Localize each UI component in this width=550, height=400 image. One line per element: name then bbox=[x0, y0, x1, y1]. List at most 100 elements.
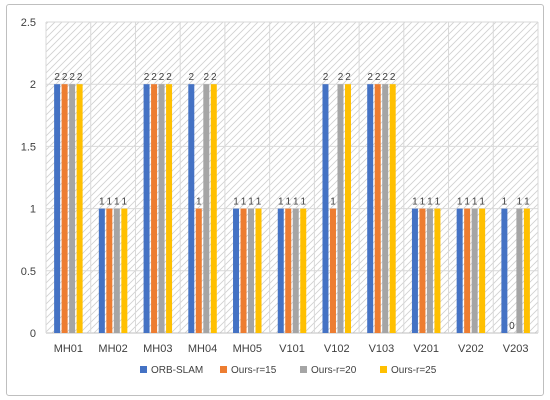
data-label: 1 bbox=[464, 197, 470, 208]
bar-ours-r-20-mh04 bbox=[203, 84, 210, 333]
data-label: 1 bbox=[412, 197, 418, 208]
data-label: 1 bbox=[99, 197, 105, 208]
bar-ours-r-20-mh02 bbox=[113, 208, 120, 333]
category-dividers bbox=[45, 22, 539, 333]
x-tick-label: MH02 bbox=[98, 343, 127, 355]
data-label: 1 bbox=[517, 197, 523, 208]
data-label: 0 bbox=[509, 321, 515, 332]
bar-ours-r-15-mh03 bbox=[151, 84, 158, 333]
data-label: 1 bbox=[502, 197, 508, 208]
data-label: 1 bbox=[122, 197, 128, 208]
y-tick-label: 2.5 bbox=[21, 17, 36, 29]
x-tick-label: V102 bbox=[324, 343, 350, 355]
y-tick-label: 0 bbox=[30, 328, 36, 340]
data-label: 1 bbox=[524, 197, 530, 208]
bar-ours-r-25-mh03 bbox=[166, 84, 173, 333]
legend-label: ORB-SLAM bbox=[151, 365, 203, 376]
bar-ours-r-20-v203 bbox=[516, 208, 523, 333]
data-label: 1 bbox=[248, 197, 254, 208]
data-label: 2 bbox=[69, 72, 75, 83]
bar-ours-r-25-v201 bbox=[434, 208, 441, 333]
plot-area bbox=[46, 22, 538, 333]
data-label: 1 bbox=[293, 197, 299, 208]
x-tick-label: MH03 bbox=[143, 343, 172, 355]
bar-ours-r-20-v102 bbox=[337, 84, 344, 333]
y-tick-label: 0.5 bbox=[21, 266, 36, 278]
x-tick-label: MH05 bbox=[233, 343, 262, 355]
data-label: 1 bbox=[285, 197, 291, 208]
bar-ours-r-25-v103 bbox=[389, 84, 396, 333]
bar-orb-slam-v201 bbox=[411, 208, 418, 333]
data-label: 2 bbox=[62, 72, 68, 83]
bar-ours-r-15-v102 bbox=[329, 208, 336, 333]
gridlines bbox=[46, 21, 538, 334]
data-label: 1 bbox=[107, 197, 113, 208]
bar-ours-r-15-v101 bbox=[285, 208, 292, 333]
bar-ours-r-20-mh03 bbox=[158, 84, 165, 333]
bar-ours-r-20-mh01 bbox=[69, 84, 76, 333]
x-tick-label: V202 bbox=[458, 343, 484, 355]
bar-orb-slam-v101 bbox=[277, 208, 284, 333]
data-label: 2 bbox=[159, 72, 165, 83]
data-label: 1 bbox=[256, 197, 262, 208]
data-label: 2 bbox=[151, 72, 157, 83]
bar-ours-r-25-mh02 bbox=[121, 208, 128, 333]
data-label: 2 bbox=[77, 72, 83, 83]
data-label: 2 bbox=[390, 72, 396, 83]
data-label: 1 bbox=[435, 197, 441, 208]
bar-ours-r-25-mh04 bbox=[210, 84, 217, 333]
data-label: 2 bbox=[189, 72, 195, 83]
data-label: 1 bbox=[196, 197, 202, 208]
legend-label: Ours-r=15 bbox=[231, 365, 277, 376]
legend: ORB-SLAM Ours-r=15 Ours-r=20 Ours-r=25 bbox=[140, 365, 437, 376]
legend-label: Ours-r=20 bbox=[311, 365, 357, 376]
data-label: 1 bbox=[472, 197, 478, 208]
bar-orb-slam-mh01 bbox=[54, 84, 61, 333]
data-label: 1 bbox=[233, 197, 239, 208]
data-label: 1 bbox=[420, 197, 426, 208]
bar-orb-slam-v103 bbox=[367, 84, 374, 333]
y-tick-label: 2 bbox=[30, 79, 36, 91]
y-tick-label: 1 bbox=[30, 204, 36, 216]
data-label: 2 bbox=[323, 72, 329, 83]
data-label: 2 bbox=[345, 72, 351, 83]
x-axis-ticks: MH01 MH02 MH03 MH04 MH05 V101 V102 V103 V201 V202… bbox=[54, 343, 529, 355]
bar-ours-r-20-v101 bbox=[292, 208, 299, 333]
data-label: 2 bbox=[375, 72, 381, 83]
data-label: 2 bbox=[54, 72, 60, 83]
bar-ours-r-20-mh05 bbox=[248, 208, 255, 333]
data-label: 1 bbox=[330, 197, 336, 208]
bar-orb-slam-v203 bbox=[501, 208, 508, 333]
data-label: 1 bbox=[241, 197, 247, 208]
legend-item: Ours-r=25 bbox=[380, 365, 437, 376]
x-tick-label: MH01 bbox=[54, 343, 83, 355]
legend-label: Ours-r=25 bbox=[391, 365, 437, 376]
x-tick-label: V101 bbox=[279, 343, 305, 355]
bar-ours-r-15-mh04 bbox=[195, 208, 202, 333]
x-tick-label: V201 bbox=[413, 343, 439, 355]
bar-ours-r-25-v203 bbox=[523, 208, 530, 333]
bars bbox=[54, 84, 530, 333]
data-label: 2 bbox=[204, 72, 210, 83]
data-label: 1 bbox=[457, 197, 463, 208]
legend-item: Ours-r=15 bbox=[220, 365, 277, 376]
bar-orb-slam-mh04 bbox=[188, 84, 195, 333]
bar-orb-slam-v102 bbox=[322, 84, 329, 333]
bar-orb-slam-mh03 bbox=[143, 84, 150, 333]
data-label: 1 bbox=[114, 197, 120, 208]
legend-swatch bbox=[140, 366, 147, 373]
bar-ours-r-20-v201 bbox=[426, 208, 433, 333]
data-label: 1 bbox=[479, 197, 485, 208]
bar-ours-r-25-mh01 bbox=[76, 84, 83, 333]
data-label: 2 bbox=[144, 72, 150, 83]
bar-ours-r-15-v201 bbox=[419, 208, 426, 333]
bar-ours-r-15-mh05 bbox=[240, 208, 247, 333]
data-label: 2 bbox=[367, 72, 373, 83]
data-label: 2 bbox=[382, 72, 388, 83]
bar-ours-r-15-v202 bbox=[464, 208, 471, 333]
legend-swatch bbox=[380, 366, 387, 373]
x-tick-label: V103 bbox=[369, 343, 395, 355]
bar-ours-r-20-v103 bbox=[382, 84, 389, 333]
data-label: 1 bbox=[278, 197, 284, 208]
